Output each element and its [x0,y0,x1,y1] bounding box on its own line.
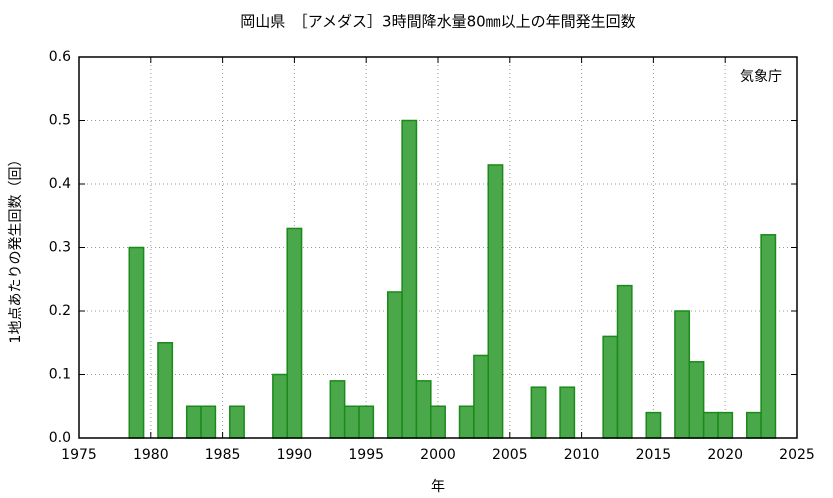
bar [386,291,403,439]
x-tick-label: 2025 [779,447,815,463]
x-tick-label: 1990 [277,447,313,463]
bar [329,380,346,439]
bar [688,361,705,439]
bar [401,119,418,439]
bar [702,411,719,439]
bar [272,373,288,439]
x-tick-label: 2000 [420,447,456,463]
bar [343,405,360,439]
bar [185,405,202,439]
x-tick-label: 2015 [636,447,672,463]
bar [430,405,446,439]
x-tick-label: 1995 [348,447,384,463]
bar [745,411,762,439]
bar [458,405,475,439]
bar [645,411,662,439]
y-tick-label: 0.4 [49,176,71,192]
bar [128,246,145,439]
bar [473,354,490,439]
y-tick-label: 0.1 [49,367,71,383]
y-tick-label: 0.0 [49,430,71,446]
bar [415,380,432,439]
x-tick-label: 2005 [492,447,528,463]
chart-title: 岡山県 ［アメダス］3時間降水量80㎜以上の年間発生回数 [240,13,635,31]
y-tick-label: 0.6 [49,49,71,65]
bar [157,342,174,439]
bar [559,386,576,439]
bar [602,335,619,439]
bar [760,234,777,439]
x-tick-label: 2010 [564,447,600,463]
y-tick-label: 0.3 [49,240,71,256]
x-tick-label: 1985 [205,447,241,463]
bar [717,411,734,439]
y-tick-label: 0.5 [49,113,71,129]
x-axis-label: 年 [431,479,445,495]
bar [487,164,504,439]
bar [530,386,547,439]
bar [674,310,691,439]
bar [200,405,217,439]
plot-frame [78,56,798,439]
y-tick-label: 0.2 [49,303,71,319]
bar [358,405,375,439]
x-tick-label: 2020 [707,447,743,463]
x-tick-label: 1975 [61,447,97,463]
bar [616,284,633,439]
bar [229,405,245,439]
annotation: 気象庁 [740,69,782,85]
y-axis-label: 1地点あたりの発生回数（回） [8,153,24,344]
x-tick-label: 1980 [133,447,169,463]
bar [286,227,303,439]
